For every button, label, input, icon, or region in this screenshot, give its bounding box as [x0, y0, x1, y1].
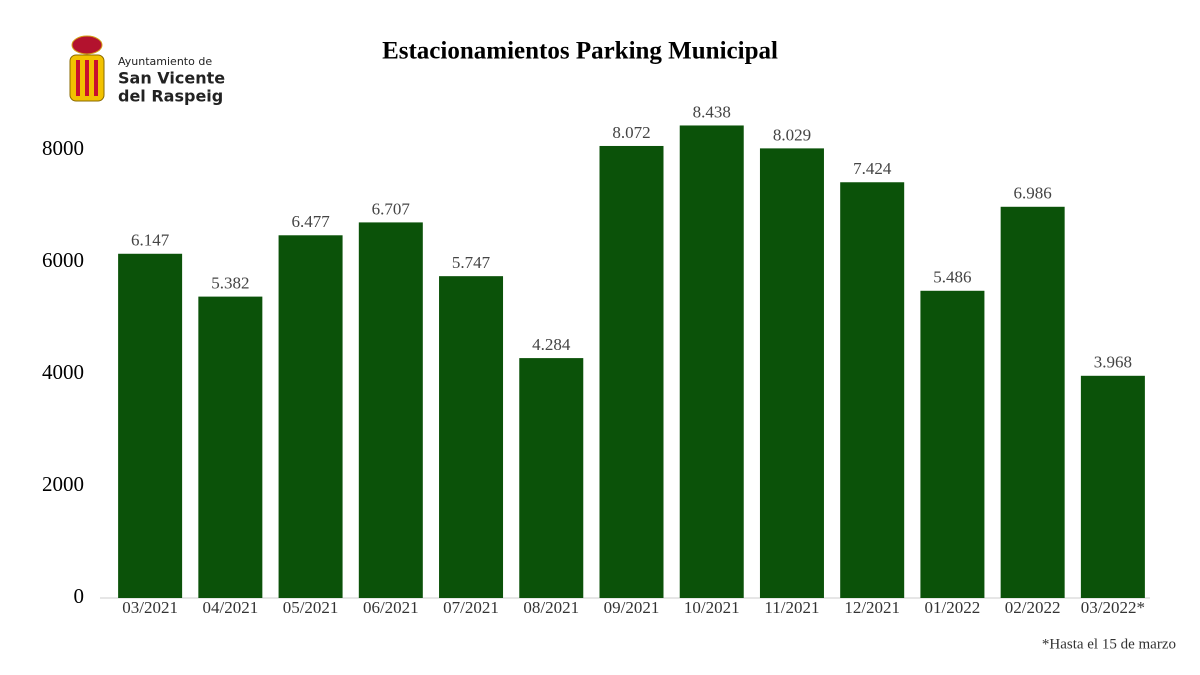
bar: [118, 253, 183, 598]
bar: [679, 125, 744, 599]
value-label: 3.968: [1094, 353, 1132, 372]
footnote: *Hasta el 15 de marzo: [1042, 636, 1176, 652]
x-tick-label: 09/2021: [604, 598, 660, 617]
logo-text: San Vicente: [118, 69, 225, 88]
x-tick-label: 06/2021: [363, 598, 419, 617]
x-tick-label: 12/2021: [844, 598, 900, 617]
bar: [920, 290, 985, 598]
bar: [358, 222, 423, 598]
x-tick-label: 07/2021: [443, 598, 499, 617]
x-tick-label: 01/2022: [925, 598, 981, 617]
x-tick-label: 10/2021: [684, 598, 740, 617]
x-tick-label: 03/2022*: [1081, 598, 1145, 617]
value-label: 8.072: [612, 123, 650, 142]
logo-text: Ayuntamiento de: [118, 55, 212, 68]
y-tick-label: 2000: [42, 472, 84, 496]
logo: Ayuntamiento de San Vicente del Raspeig: [69, 35, 225, 106]
bar: [198, 296, 263, 598]
logo-stripe: [94, 60, 98, 96]
logo-stripe: [76, 60, 80, 96]
bar: [1000, 206, 1065, 598]
y-tick-label: 0: [74, 584, 85, 608]
logo-crown: [71, 35, 103, 55]
value-label: 5.747: [452, 253, 491, 272]
bar: [759, 148, 824, 598]
y-tick-label: 6000: [42, 248, 84, 272]
x-tick-label: 08/2021: [523, 598, 579, 617]
bar: [519, 358, 584, 598]
x-tick-label: 02/2022: [1005, 598, 1061, 617]
bar: [278, 235, 343, 598]
chart-title: Estacionamientos Parking Municipal: [382, 38, 778, 65]
value-label: 8.029: [773, 125, 811, 144]
y-tick-label: 4000: [42, 360, 84, 384]
bar: [840, 182, 905, 599]
x-tick-label: 03/2021: [122, 598, 178, 617]
value-label: 5.382: [211, 274, 249, 293]
x-tick-label: 04/2021: [202, 598, 258, 617]
value-label: 8.438: [693, 102, 731, 121]
bar: [439, 276, 504, 598]
bar: [1080, 375, 1145, 598]
y-tick-label: 8000: [42, 136, 84, 160]
x-tick-label: 05/2021: [283, 598, 339, 617]
value-label: 6.707: [372, 199, 411, 218]
value-label: 6.986: [1014, 184, 1052, 203]
logo-text: del Raspeig: [118, 87, 223, 106]
x-tick-label: 11/2021: [764, 598, 819, 617]
value-label: 6.147: [131, 231, 170, 250]
value-label: 4.284: [532, 335, 571, 354]
logo-stripe: [85, 60, 89, 96]
value-label: 5.486: [933, 268, 971, 287]
value-label: 6.477: [291, 212, 330, 231]
value-label: 7.424: [853, 159, 892, 178]
bar: [599, 145, 664, 598]
